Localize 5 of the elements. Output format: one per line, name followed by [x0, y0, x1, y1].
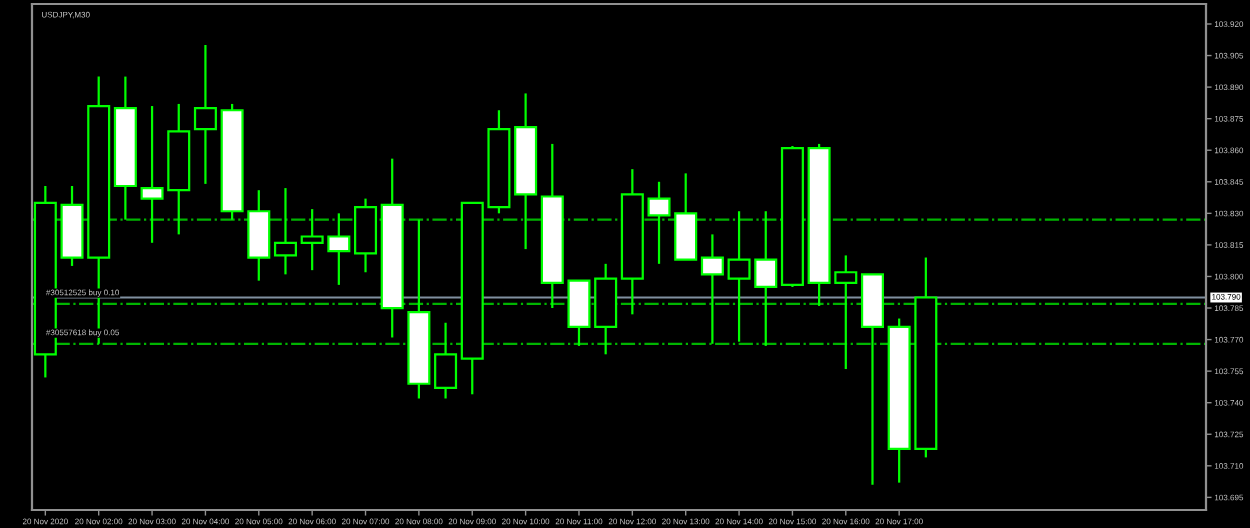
candlestick	[700, 233, 724, 345]
candlestick	[273, 186, 297, 276]
candlestick	[434, 321, 458, 400]
candlestick	[193, 43, 217, 185]
candlestick	[354, 197, 378, 274]
